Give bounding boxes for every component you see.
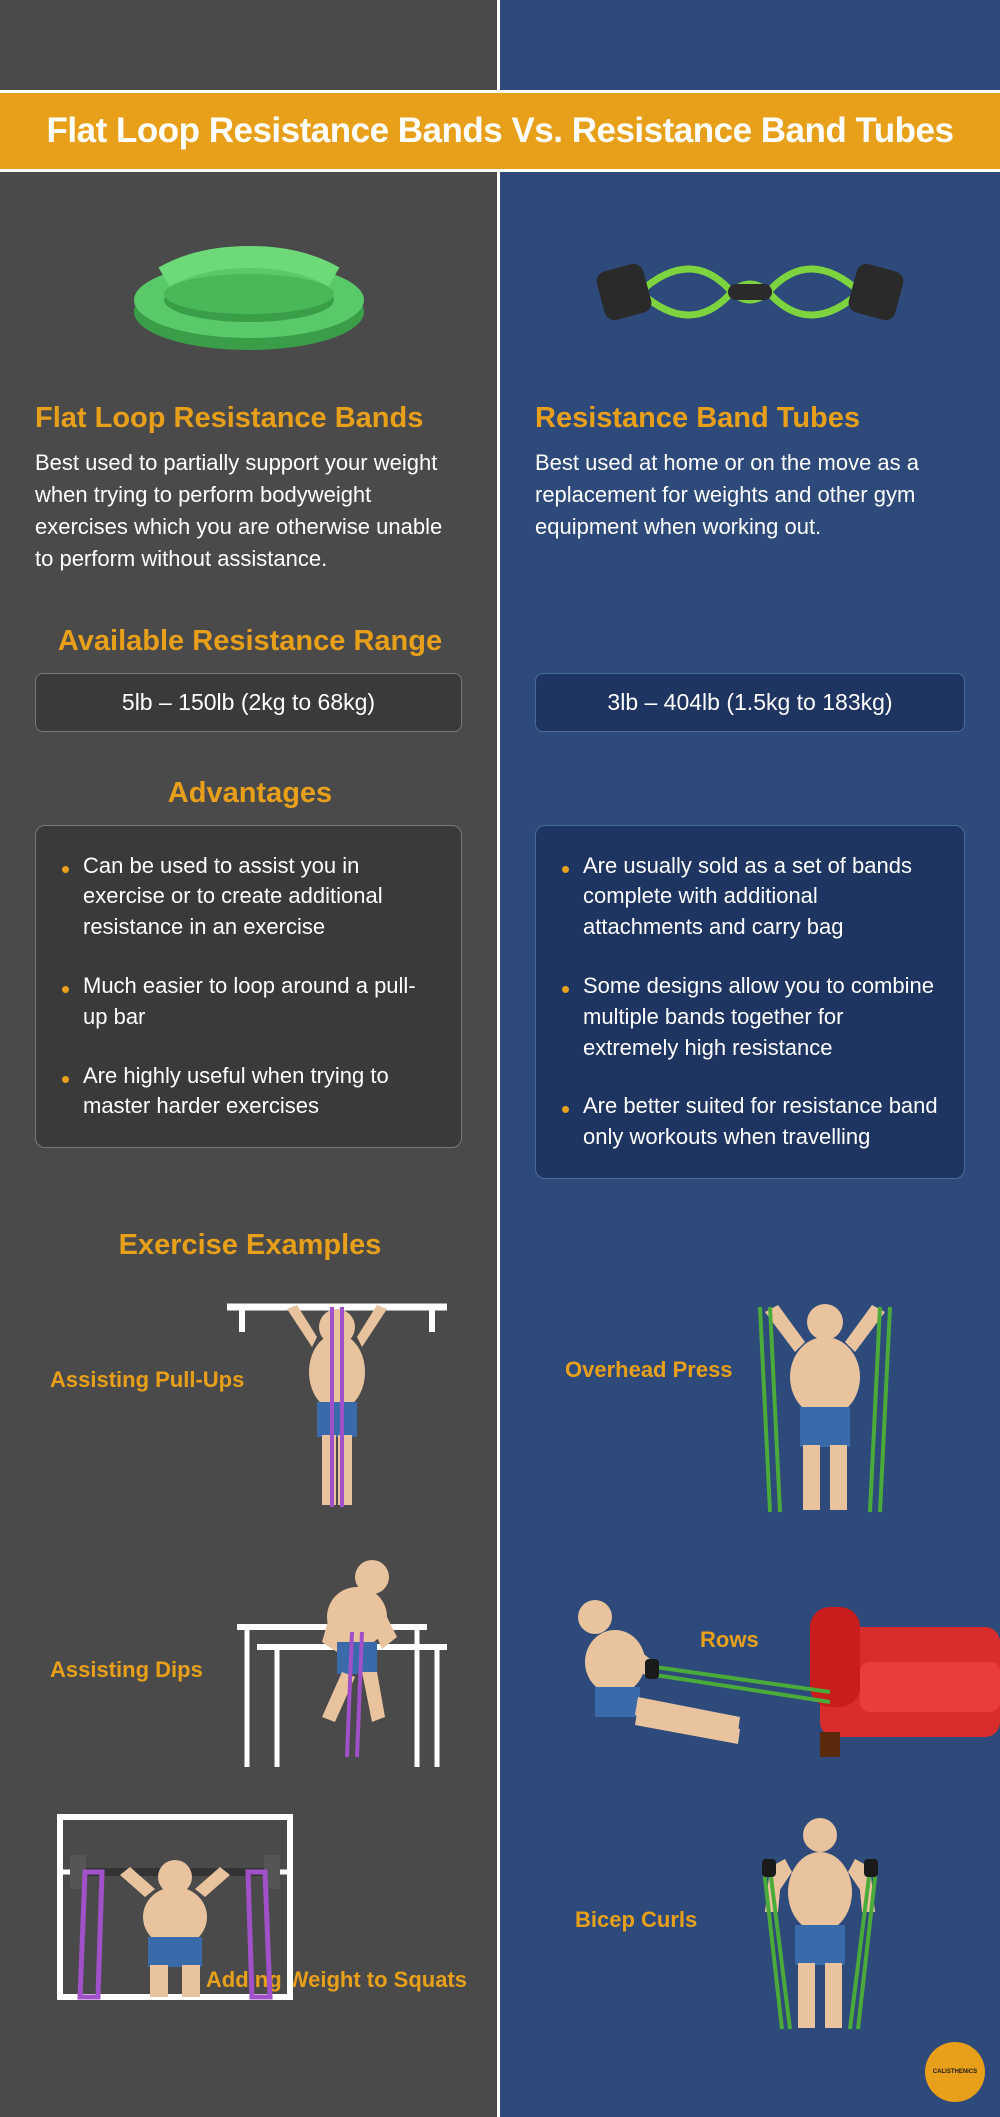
ex-left-col: Assisting Pull-Ups Assistin	[0, 1277, 500, 2117]
adv-left-item: Are highly useful when trying to master …	[61, 1061, 436, 1123]
right-heading: Resistance Band Tubes	[535, 402, 965, 435]
range-heading-right: .	[500, 605, 1000, 673]
intro-row: Flat Loop Resistance Bands Best used to …	[0, 172, 1000, 605]
main-title: Flat Loop Resistance Bands Vs. Resistanc…	[30, 111, 970, 151]
pullup-figure	[217, 1277, 457, 1527]
range-right: 3lb – 404lb (1.5kg to 183kg)	[500, 673, 1000, 757]
intro-right: Resistance Band Tubes Best used at home …	[500, 172, 1000, 605]
ex-overhead: Overhead Press	[520, 1277, 980, 1537]
adv-right-item: Are better suited for resistance band on…	[561, 1091, 939, 1153]
adv-heading-row: . Advantages Advantages	[0, 757, 1000, 825]
ex-squats: Adding Weight to Squats	[20, 1797, 477, 2057]
ex-dips: Assisting Dips	[20, 1537, 477, 1797]
ex-heading-left: .	[0, 1209, 500, 1277]
intro-left: Flat Loop Resistance Bands Best used to …	[0, 172, 500, 605]
ex-bicep: Bicep Curls	[520, 1797, 980, 2057]
top-right-bg	[500, 0, 1000, 90]
right-desc: Best used at home or on the move as a re…	[535, 447, 965, 543]
flat-band-icon	[35, 212, 462, 372]
bicep-figure	[710, 1797, 930, 2047]
ex-bicep-label: Bicep Curls	[575, 1907, 697, 1933]
adv-left-item: Much easier to loop around a pull-up bar	[61, 971, 436, 1033]
adv-left: Can be used to assist you in exercise or…	[0, 825, 500, 1209]
adv-right: Are usually sold as a set of bands compl…	[500, 825, 1000, 1209]
range-left-value: 5lb – 150lb (2kg to 68kg)	[35, 673, 462, 732]
left-desc: Best used to partially support your weig…	[35, 447, 462, 575]
tube-band-icon	[535, 212, 965, 372]
ex-row: Assisting Pull-Ups Assistin	[0, 1277, 1000, 2117]
range-heading-row: Available Resistance Range . Available R…	[0, 605, 1000, 673]
logo-badge: CALISTHENICS	[925, 2042, 985, 2102]
overhead-figure	[710, 1277, 940, 1527]
adv-left-list: Can be used to assist you in exercise or…	[35, 825, 462, 1149]
infographic: Flat Loop Resistance Bands Vs. Resistanc…	[0, 0, 1000, 2117]
left-heading: Flat Loop Resistance Bands	[35, 402, 462, 435]
adv-right-item: Are usually sold as a set of bands compl…	[561, 851, 939, 943]
top-left-bg	[0, 0, 500, 90]
dips-figure	[197, 1537, 477, 1787]
adv-heading-right: Advantages	[500, 757, 1000, 825]
ex-dips-label: Assisting Dips	[50, 1657, 203, 1683]
adv-left-item: Can be used to assist you in exercise or…	[61, 851, 436, 943]
squats-figure	[30, 1797, 320, 2037]
top-bar	[0, 0, 1000, 90]
ex-heading-row: . Exercise Examples Exercise Examples	[0, 1209, 1000, 1277]
ex-heading-right: Exercise Examples	[500, 1209, 1000, 1277]
adv-heading-left: .	[0, 757, 500, 825]
adv-row: Can be used to assist you in exercise or…	[0, 825, 1000, 1209]
range-heading-left: Available Resistance Range	[0, 605, 500, 673]
logo-text: CALISTHENICS	[933, 2069, 977, 2075]
adv-right-item: Some designs allow you to combine multip…	[561, 971, 939, 1063]
ex-pullups-label: Assisting Pull-Ups	[50, 1367, 244, 1393]
ex-right-col: Overhead Press Rows	[500, 1277, 1000, 2117]
rows-figure	[520, 1547, 1000, 1777]
adv-right-list: Are usually sold as a set of bands compl…	[535, 825, 965, 1179]
range-right-value: 3lb – 404lb (1.5kg to 183kg)	[535, 673, 965, 732]
ex-rows: Rows	[520, 1537, 980, 1797]
ex-pullups: Assisting Pull-Ups	[20, 1277, 477, 1537]
title-bar: Flat Loop Resistance Bands Vs. Resistanc…	[0, 90, 1000, 172]
ex-overhead-label: Overhead Press	[565, 1357, 733, 1383]
range-row: 5lb – 150lb (2kg to 68kg) 3lb – 404lb (1…	[0, 673, 1000, 757]
range-left: 5lb – 150lb (2kg to 68kg)	[0, 673, 500, 757]
